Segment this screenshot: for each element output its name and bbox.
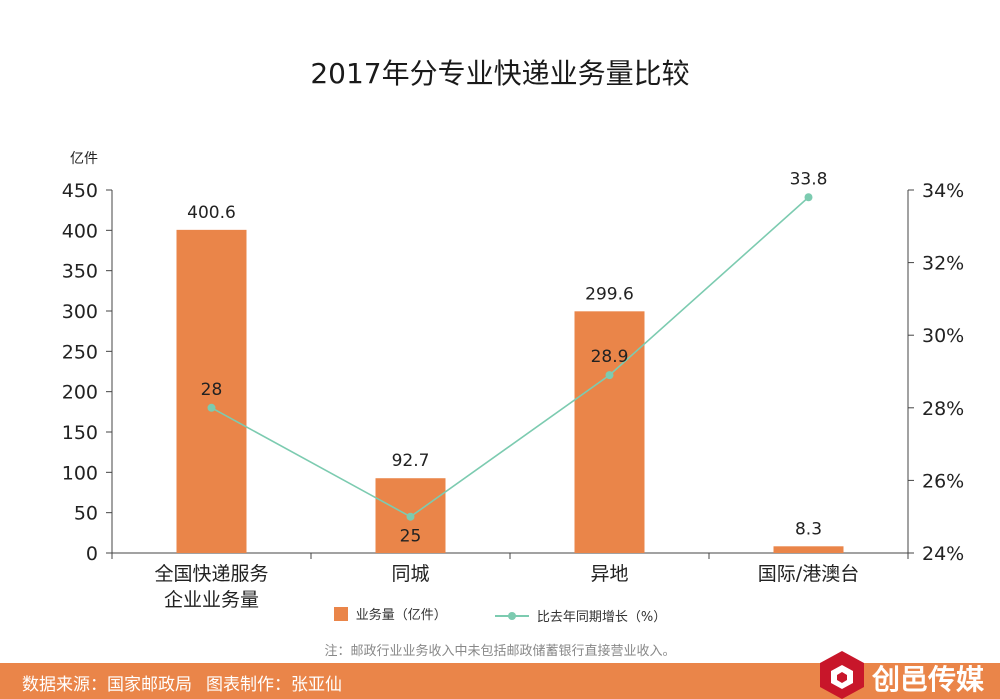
- bar: [176, 229, 247, 553]
- y2-tick-label: 34%: [922, 180, 964, 202]
- bar: [574, 311, 645, 553]
- chart-title: 2017年分专业快递业务量比较: [310, 57, 690, 90]
- growth-value-label: 25: [400, 527, 422, 547]
- y2-tick-label: 28%: [922, 398, 964, 420]
- x-category-line: 异地: [590, 563, 629, 585]
- svg-text:创邑传媒: 创邑传媒: [871, 663, 985, 696]
- y-tick-label: 0: [86, 543, 98, 565]
- legend-label-line: 比去年同期增长（%）: [536, 610, 667, 625]
- y-tick-label: 250: [62, 341, 98, 363]
- bar-value-label: 299.6: [585, 284, 634, 304]
- y-tick-label: 300: [62, 301, 98, 323]
- y-tick-label: 350: [62, 261, 98, 283]
- legend-item-line: 比去年同期增长（%）: [494, 606, 667, 625]
- y-tick-label: 150: [62, 422, 98, 444]
- legend-item-bar: 业务量（亿件）: [333, 604, 447, 623]
- x-category-label: 全国快递服务 企业业务量: [112, 561, 312, 613]
- brand-logo: 创邑传媒: [820, 651, 985, 699]
- x-category-label: 同城: [311, 561, 511, 587]
- growth-value-label: 28: [201, 380, 223, 400]
- legend-label-bar: 业务量（亿件）: [355, 608, 447, 623]
- legend: 业务量（亿件） 比去年同期增长（%）: [0, 604, 1000, 625]
- x-category-line: 同城: [391, 563, 430, 585]
- y2-tick-label: 26%: [922, 470, 964, 492]
- y-tick-label: 400: [62, 220, 98, 242]
- growth-value-label: 28.9: [591, 347, 629, 367]
- growth-point: [605, 371, 614, 380]
- chart-note: 注：邮政行业业务收入中未包括邮政储蓄银行直接营业收入。: [324, 644, 676, 659]
- y2-tick-label: 24%: [922, 543, 964, 565]
- y-tick-label: 450: [62, 180, 98, 202]
- footer-author: 图表制作：张亚仙: [206, 675, 342, 695]
- x-category-line: 全国快递服务: [154, 563, 269, 585]
- legend-swatch-line: [494, 611, 529, 621]
- growth-value-label: 33.8: [790, 169, 828, 189]
- growth-line: [211, 196, 810, 518]
- x-category-label: 国际/港澳台: [709, 561, 909, 587]
- x-category-line: 国际/港澳台: [757, 563, 860, 585]
- footer-source: 数据来源：国家邮政局: [22, 675, 192, 695]
- bar-value-label: 8.3: [795, 519, 822, 539]
- growth-point: [804, 193, 813, 202]
- y-tick-label: 50: [74, 503, 98, 525]
- y2-tick-label: 30%: [922, 325, 964, 347]
- growth-point: [207, 403, 216, 412]
- x-category-line: 企业业务量: [163, 589, 259, 611]
- y-tick-label: 200: [62, 382, 98, 404]
- growth-point: [406, 512, 415, 521]
- bar-value-label: 400.6: [187, 203, 236, 223]
- footer-bar: 数据来源：国家邮政局 图表制作：张亚仙 创邑传媒: [0, 651, 1000, 699]
- legend-swatch-bar: [333, 606, 348, 621]
- y2-tick-label: 32%: [922, 253, 964, 275]
- footer-text: 数据来源：国家邮政局 图表制作：张亚仙: [22, 670, 342, 695]
- y-axis-unit: 亿件: [70, 151, 98, 167]
- y-tick-label: 100: [62, 462, 98, 484]
- bar-value-label: 92.7: [392, 451, 430, 471]
- x-category-label: 异地: [510, 561, 710, 587]
- bar: [773, 546, 844, 553]
